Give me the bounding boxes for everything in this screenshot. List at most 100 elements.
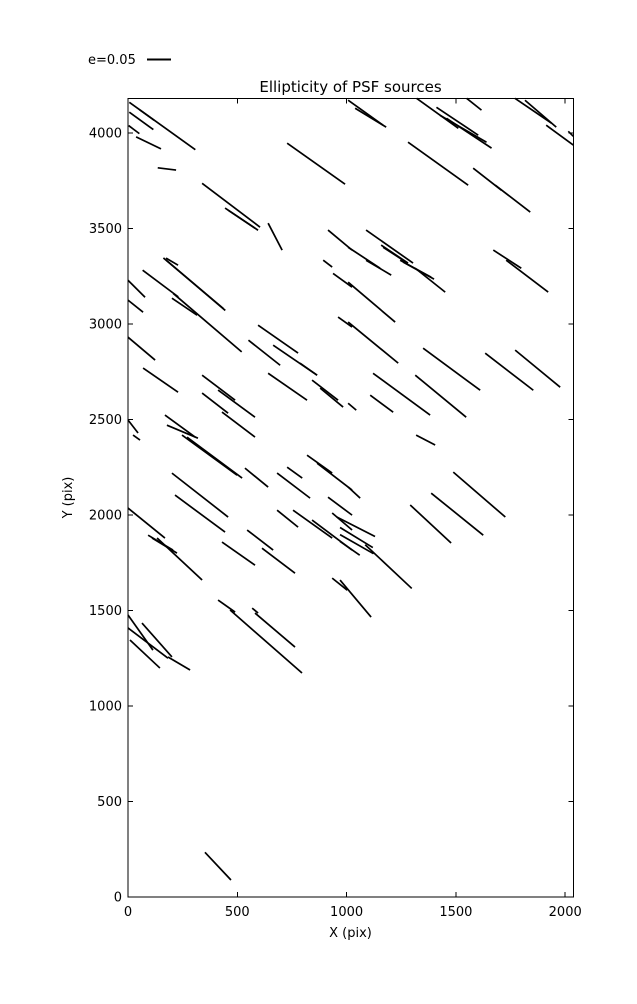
psf-ellipticity-segment (132, 434, 141, 441)
psf-ellipticity-segment (217, 389, 256, 418)
psf-ellipticity-segment (221, 411, 256, 438)
x-tick-label: 1000 (330, 905, 363, 920)
psf-ellipticity-segment (127, 507, 166, 539)
psf-ellipticity-segment (201, 182, 261, 228)
psf-ellipticity-segment (347, 486, 361, 499)
x-tick-label: 1500 (439, 905, 472, 920)
psf-ellipticity-segment (204, 851, 232, 881)
psf-ellipticity-segment (254, 612, 296, 648)
x-tick-label: 0 (124, 905, 132, 920)
psf-ellipticity-segment (127, 279, 146, 298)
psf-ellipticity-segment (414, 267, 446, 293)
psf-ellipticity-segment (251, 607, 259, 614)
psf-ellipticity-segment (156, 537, 203, 581)
tick-labels-layer: 0 500 1000 1500 2000 0 500 1000 1500 2000 2500 3000… (89, 127, 582, 920)
psf-ellipticity-segment (164, 414, 196, 438)
psf-ellipticity-segment (127, 627, 169, 659)
psf-ellipticity-segment (365, 259, 392, 276)
psf-ellipticity-segment (171, 472, 229, 518)
psf-ellipticity-segment (311, 379, 339, 401)
psf-ellipticity-segment (276, 472, 311, 499)
psf-ellipticity-segment (229, 609, 303, 674)
psf-ellipticity-segment (484, 352, 534, 391)
psf-ellipticity-segment (157, 166, 177, 171)
psf-ellipticity-segment (339, 540, 361, 556)
psf-ellipticity-segment (354, 107, 387, 128)
psf-ellipticity-segment (337, 316, 353, 328)
psf-ellipticity-segment (322, 259, 333, 268)
psf-ellipticity-segment (339, 526, 374, 549)
psf-ellipticity-segment (416, 97, 459, 129)
psf-ellipticity-segment (347, 281, 396, 323)
legend-label: e=0.05 (88, 53, 136, 68)
psf-ellipticity-segment (201, 392, 229, 414)
plot-area (127, 97, 574, 898)
psf-ellipticity-segment (217, 599, 236, 613)
psf-ellipticity-segment (141, 622, 173, 658)
psf-ellipticity-segment (327, 229, 353, 251)
psf-ellipticity-segment (171, 297, 198, 316)
psf-ellipticity-segment (167, 656, 191, 671)
psf-ellipticity-segment (524, 99, 557, 128)
psf-ellipticity-segment (129, 639, 161, 669)
y-tick-label: 3000 (89, 318, 122, 333)
psf-ellipticity-segment (382, 246, 407, 263)
psf-ellipticity-segment (545, 124, 574, 146)
y-tick-label: 0 (114, 891, 122, 906)
psf-ellipticity-segment (339, 533, 374, 555)
psf-ellipticity-segment (201, 374, 236, 401)
psf-ellipticity-segment (514, 349, 561, 388)
psf-ellipticity-segment (435, 106, 479, 136)
ticks-layer (127, 98, 574, 898)
y-tick-label: 500 (97, 795, 122, 810)
psf-ellipticity-segment (365, 229, 414, 264)
psf-ellipticity-segment (414, 374, 467, 418)
psf-ellipticity-segment (331, 512, 353, 531)
chart-title: Ellipticity of PSF sources (259, 78, 441, 96)
psf-ellipticity-segment (452, 471, 506, 518)
psf-ellipticity-segment (494, 184, 531, 213)
x-tick-label: 500 (225, 905, 250, 920)
psf-ellipticity-segment (331, 577, 348, 591)
psf-ellipticity-segment (247, 339, 281, 366)
y-tick-label: 3500 (89, 222, 122, 237)
psf-ellipticity-segment (221, 541, 256, 566)
psf-ellipticity-segment (128, 101, 196, 151)
psf-ellipticity-segment (446, 117, 493, 149)
y-tick-label: 2500 (89, 413, 122, 428)
psf-ellipticity-segment (128, 124, 140, 135)
y-axis-label: Y (pix) (61, 477, 76, 520)
psf-ellipticity-segment (135, 136, 162, 150)
psf-ellipticity-segment (276, 509, 299, 528)
psf-ellipticity-segment (127, 299, 144, 313)
psf-ellipticity-segment (186, 436, 243, 479)
psf-ellipticity-segment (166, 424, 199, 439)
psf-ellipticity-segments-layer (127, 97, 574, 881)
y-tick-label: 4000 (89, 127, 122, 142)
x-axis-label: X (pix) (329, 926, 372, 941)
psf-ellipticity-segment (336, 516, 376, 538)
psf-ellipticity-segment (339, 579, 372, 618)
psf-ellipticity-segment (415, 434, 436, 446)
psf-ellipticity-segment (172, 292, 243, 353)
psf-ellipticity-segment (332, 272, 353, 288)
psf-ellipticity-segment (286, 466, 303, 479)
psf-ellipticity-segment (492, 249, 522, 269)
psf-ellipticity-segment (138, 108, 155, 121)
psf-ellipticity-segment (142, 269, 179, 298)
psf-ellipticity-segment (407, 141, 469, 186)
psf-ellipticity-segment (369, 394, 394, 413)
psf-ellipticity-segment (267, 372, 308, 401)
psf-ellipticity-segment (316, 462, 353, 491)
y-tick-label: 1000 (89, 700, 122, 715)
psf-ellipticity-segment (364, 544, 413, 590)
psf-ellipticity-segment (422, 347, 481, 391)
psf-ellipticity-segment (261, 547, 296, 574)
psf-ellipticity-segment (246, 529, 274, 551)
psf-ellipticity-segment (299, 362, 318, 376)
x-tick-label: 2000 (549, 905, 582, 920)
psf-ellipticity-segment (142, 367, 179, 393)
y-tick-label: 1500 (89, 604, 122, 619)
